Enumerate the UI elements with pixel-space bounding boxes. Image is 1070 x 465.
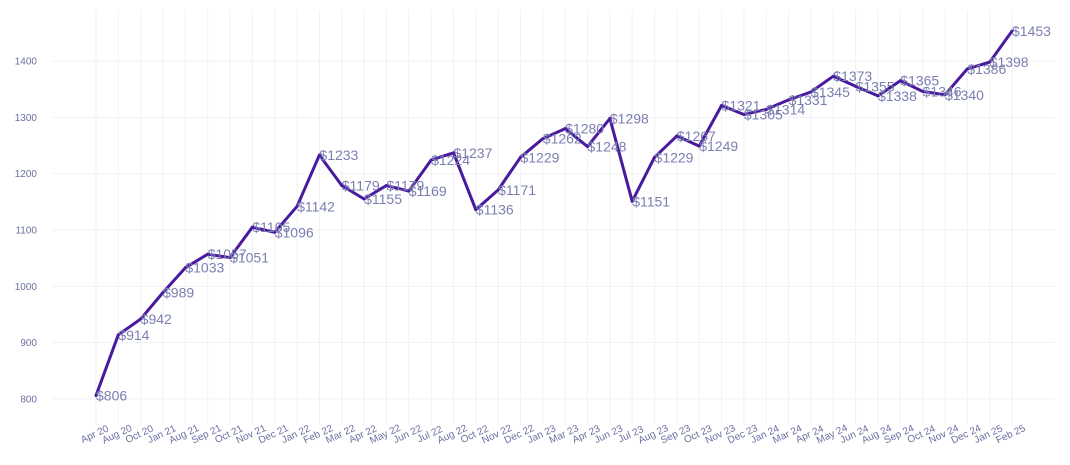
data-label: $989: [163, 285, 194, 301]
data-label: $1298: [610, 110, 649, 126]
data-point: [742, 113, 746, 117]
y-tick-label: 1400: [15, 57, 38, 68]
data-point: [675, 134, 679, 138]
data-point: [965, 67, 969, 71]
data-point: [273, 230, 277, 234]
data-label: $1280: [565, 121, 604, 137]
y-tick-label: 1300: [15, 113, 38, 124]
data-label: $942: [141, 311, 172, 327]
data-point: [295, 204, 299, 208]
data-point: [384, 183, 388, 187]
data-point: [116, 333, 120, 337]
data-point: [541, 137, 545, 141]
data-label: $806: [96, 388, 127, 404]
data-label: $1096: [275, 224, 314, 240]
data-label: $1346: [923, 83, 962, 99]
data-point: [764, 107, 768, 111]
data-label: $1233: [319, 147, 358, 163]
data-point: [876, 94, 880, 98]
data-point: [496, 188, 500, 192]
data-label: $1136: [476, 202, 514, 218]
data-label: $1314: [766, 101, 805, 117]
data-label: $1237: [453, 145, 492, 161]
data-point: [988, 60, 992, 64]
series-line: [94, 30, 1014, 397]
data-point: [183, 266, 187, 270]
data-label: $1248: [588, 139, 627, 155]
data-label: $1179: [386, 177, 424, 193]
data-label: $1321: [722, 98, 761, 114]
data-point: [630, 199, 634, 203]
data-point: [943, 93, 947, 97]
data-point: [563, 127, 567, 131]
data-point: [317, 153, 321, 157]
data-point: [139, 317, 143, 321]
data-point: [518, 155, 522, 159]
data-label: $1340: [945, 87, 984, 103]
data-label: $1151: [632, 193, 670, 209]
data-point: [720, 104, 724, 108]
data-label: $1249: [699, 138, 738, 154]
data-point: [340, 183, 344, 187]
data-point: [831, 74, 835, 78]
data-label: $1229: [655, 149, 694, 165]
data-point: [228, 256, 232, 260]
data-label: $1057: [208, 246, 247, 262]
data-labels: $806 $914$942 $989 $1033$1057$1051 $1105$109…: [96, 23, 1051, 403]
y-tick-label: 800: [20, 395, 37, 406]
data-label: $1171: [498, 182, 536, 198]
data-label: $1224: [431, 152, 470, 168]
data-label: $1453: [1012, 23, 1051, 39]
data-label: $1386: [967, 61, 1006, 77]
data-label: $1373: [833, 68, 872, 84]
data-point: [161, 291, 165, 295]
data-point: [474, 208, 478, 212]
data-label: $1105: [252, 219, 290, 235]
data-label: $1365: [900, 73, 939, 89]
y-axis: 800 900 1000 1100 1200 1300 1400: [15, 57, 38, 406]
data-point: [653, 155, 657, 159]
y-tick-label: 1100: [15, 226, 37, 237]
data-point: [250, 225, 254, 229]
data-point: [429, 158, 433, 162]
data-label: $914: [118, 327, 149, 343]
data-label: $1033: [185, 260, 224, 276]
data-label: $1331: [789, 92, 828, 108]
data-point: [697, 144, 701, 148]
data-label: $1051: [230, 250, 269, 266]
data-point: [586, 145, 590, 149]
grid-layer: [52, 10, 1055, 425]
data-point: [1010, 29, 1014, 33]
data-point: [608, 116, 612, 120]
data-point: [787, 98, 791, 102]
data-label: $1142: [297, 198, 335, 214]
data-label: $1179: [342, 177, 380, 193]
y-tick-label: 1200: [15, 169, 38, 180]
data-point: [451, 151, 455, 155]
data-point: [407, 189, 411, 193]
series-layer: [94, 29, 1014, 398]
data-point: [206, 252, 210, 256]
data-label: $1155: [364, 191, 402, 207]
data-point: [809, 90, 813, 94]
data-label: $1345: [811, 84, 850, 100]
data-point: [854, 84, 858, 88]
data-label: $1398: [990, 54, 1029, 70]
data-label: $1338: [878, 88, 917, 104]
y-tick-label: 900: [20, 338, 37, 349]
data-label: $1267: [677, 128, 716, 144]
data-point: [898, 79, 902, 83]
data-label: $1169: [409, 183, 447, 199]
data-label: $1355: [856, 78, 895, 94]
data-point: [921, 89, 925, 93]
data-point: [94, 394, 98, 398]
data-label: $1229: [520, 149, 559, 165]
data-label: $1262: [543, 131, 582, 147]
data-point: [362, 197, 366, 201]
y-tick-label: 1000: [15, 282, 38, 293]
data-label: $1305: [744, 107, 783, 123]
